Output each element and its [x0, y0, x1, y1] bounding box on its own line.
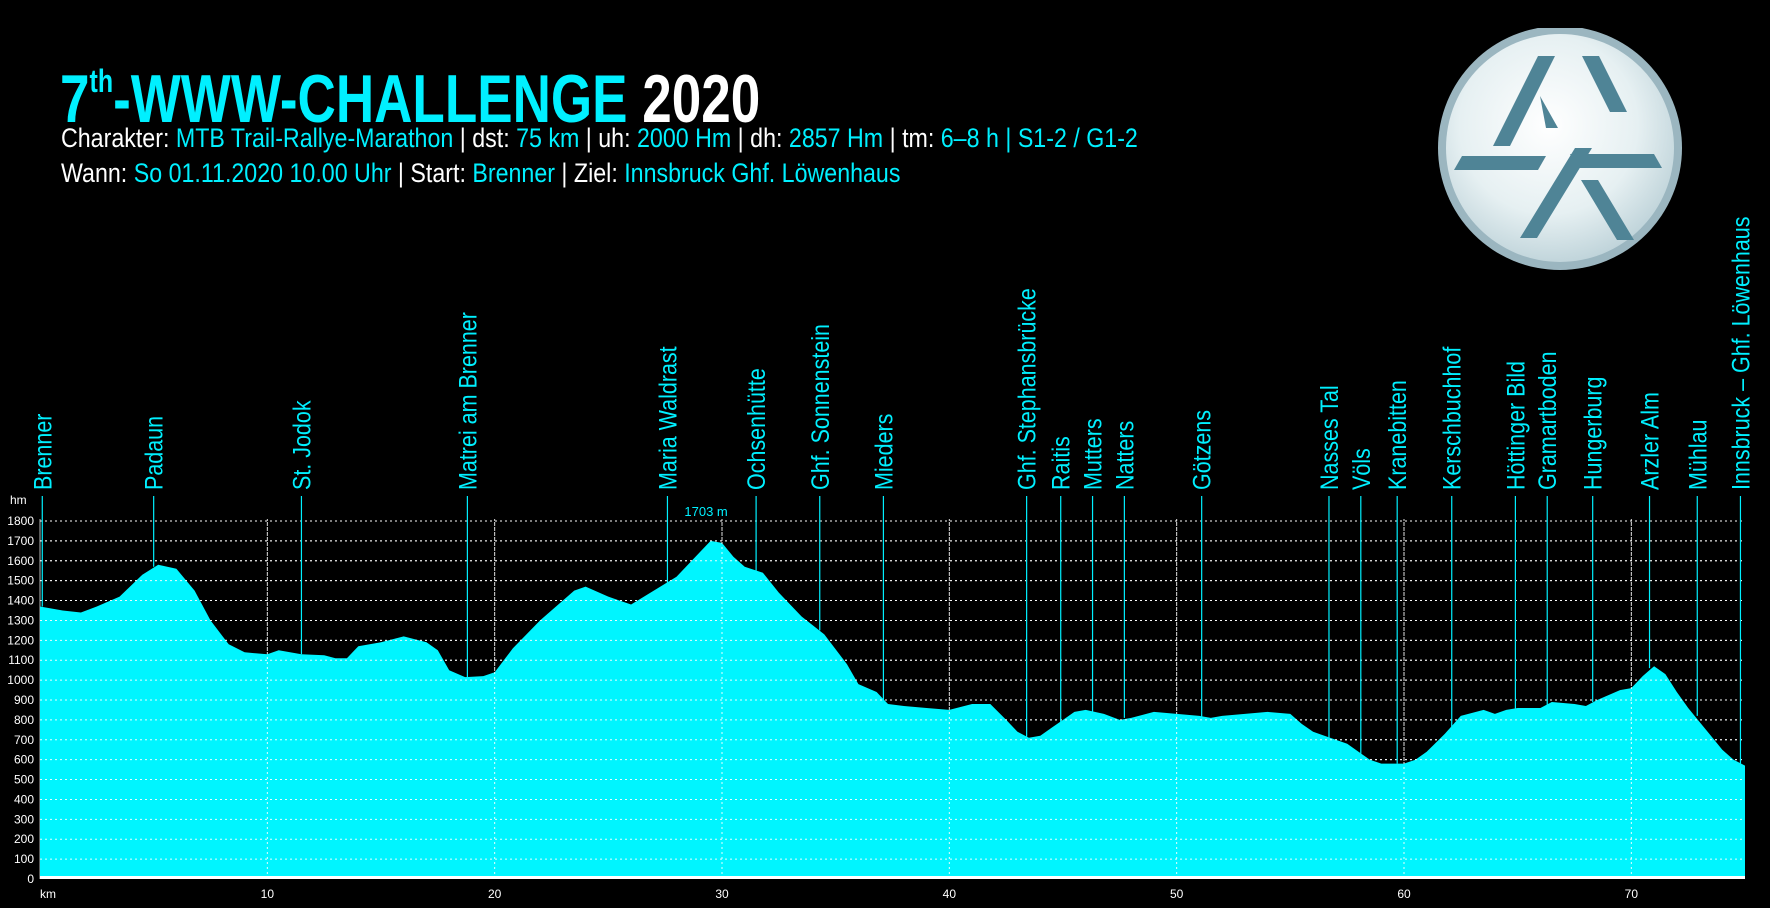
- x-axis-ticks: 10 20 30 40 50 60 70: [261, 887, 1639, 901]
- info-segment: 2857 Hm: [788, 123, 884, 153]
- y-tick-label: 500: [14, 773, 34, 787]
- y-tick-label: 900: [14, 693, 34, 707]
- waypoint-label: Ghf. Stephansbrücke: [1013, 288, 1041, 490]
- info-segment: Charakter:: [61, 123, 176, 153]
- baseline: [40, 876, 1745, 879]
- logo-emblem: [1454, 56, 1662, 240]
- y-axis-ticks: 0 100 200 300 400 500 600 700 800 900 1000 1100 1200…: [7, 514, 34, 886]
- x-axis-label: km: [40, 887, 56, 901]
- x-tick-label: 10: [261, 887, 275, 901]
- waypoint-label: Padaun: [140, 416, 168, 490]
- waypoint-label: Matrei am Brenner: [454, 312, 482, 490]
- y-tick-label: 200: [14, 832, 34, 846]
- y-tick-label: 1400: [7, 594, 34, 608]
- waypoint-label: Natters: [1111, 421, 1139, 490]
- waypoint-label: Mühlau: [1684, 420, 1712, 490]
- y-tick-label: 700: [14, 733, 34, 747]
- waypoint-label: Brenner: [29, 413, 57, 490]
- info-segment: 6–8 h: [940, 123, 999, 153]
- waypoint-label: Hungerburg: [1579, 377, 1607, 490]
- route-title: 7th-WWW-CHALLENGE 2020: [60, 42, 760, 138]
- info-segment: 75 km: [516, 123, 580, 153]
- waypoint-label: Gramartboden: [1534, 351, 1562, 490]
- waypoint-label: Nasses Tal: [1315, 385, 1343, 490]
- waypoint-label: Höttinger Bild: [1502, 361, 1530, 490]
- y-tick-label: 1800: [7, 514, 34, 528]
- waypoint-label: Arzler Alm: [1636, 392, 1664, 490]
- chart-marks: [40, 520, 1745, 879]
- info-segment: | tm:: [883, 123, 941, 153]
- info-segment: | dh:: [731, 123, 789, 153]
- info-segment: So 01.11.2020 10.00 Uhr: [133, 158, 392, 188]
- y-tick-label: 400: [14, 792, 34, 806]
- y-tick-label: 100: [14, 852, 34, 866]
- waypoint-label: Kranebitten: [1384, 380, 1412, 490]
- y-tick-label: 1700: [7, 534, 34, 548]
- title-ordinal-suffix: th: [89, 63, 114, 99]
- title-number: 7: [60, 61, 90, 137]
- y-tick-label: 1600: [7, 554, 34, 568]
- waypoint-label: Ochsenhütte: [743, 368, 771, 490]
- x-tick-label: 30: [715, 887, 729, 901]
- x-tick-label: 20: [488, 887, 502, 901]
- y-tick-label: 600: [14, 753, 34, 767]
- info-segment: | S1-2 / G1-2: [998, 123, 1138, 153]
- waypoint-label: Völs: [1347, 448, 1375, 490]
- y-tick-label: 800: [14, 713, 34, 727]
- elevation-area: [40, 540, 1745, 879]
- y-tick-label: 1300: [7, 613, 34, 627]
- y-tick-label: 0: [27, 872, 34, 886]
- waypoints: Brenner Padaun St. Jodok Matrei am Brenner M…: [29, 217, 1755, 764]
- waypoint-label: Kerschbuchhof: [1438, 346, 1466, 490]
- y-tick-label: 300: [14, 812, 34, 826]
- info-segment: MTB Trail-Rallye-Marathon: [175, 123, 454, 153]
- triangle-logo-icon: [1438, 28, 1682, 270]
- info-segment: | Ziel:: [554, 158, 625, 188]
- info-line-date-start-finish: Wann: So 01.11.2020 10.00 Uhr | Start: B…: [61, 157, 900, 189]
- info-line-character: Charakter: MTB Trail-Rallye-Marathon | d…: [61, 122, 1138, 154]
- waypoint-label: Mutters: [1079, 418, 1107, 490]
- y-tick-label: 1100: [8, 653, 34, 667]
- info-segment: 2000 Hm: [637, 123, 732, 153]
- waypoint-label: Maria Waldrast: [654, 346, 682, 490]
- waypoint-label: Ghf. Sonnenstein: [806, 324, 834, 490]
- waypoint-label: Mieders: [870, 414, 898, 490]
- title-year: 2020: [642, 61, 761, 137]
- x-tick-label: 60: [1397, 887, 1411, 901]
- y-tick-label: 1200: [7, 633, 34, 647]
- x-tick-label: 40: [943, 887, 957, 901]
- y-tick-label: 1000: [7, 673, 34, 687]
- y-tick-label: 1500: [7, 574, 34, 588]
- info-segment: | Start:: [391, 158, 473, 188]
- logo-disc: [1446, 34, 1674, 262]
- waypoint-label: St. Jodok: [288, 400, 316, 490]
- info-segment: Wann:: [61, 158, 134, 188]
- y-axis-label: hm: [10, 493, 27, 507]
- info-segment: | dst:: [453, 123, 517, 153]
- title-event-name: -WWW-CHALLENGE: [113, 61, 628, 137]
- info-segment: Innsbruck Ghf. Löwenhaus: [624, 158, 901, 188]
- waypoint-label: Raitis: [1047, 436, 1075, 490]
- x-tick-label: 50: [1170, 887, 1184, 901]
- info-segment: Brenner: [472, 158, 555, 188]
- x-tick-label: 70: [1625, 887, 1639, 901]
- waypoint-label: Götzens: [1188, 410, 1216, 490]
- waypoint-label: Innsbruck – Ghf. Löwenhaus: [1727, 217, 1755, 490]
- peak-elevation-label: 1703 m: [684, 504, 727, 519]
- info-segment: | uh:: [579, 123, 638, 153]
